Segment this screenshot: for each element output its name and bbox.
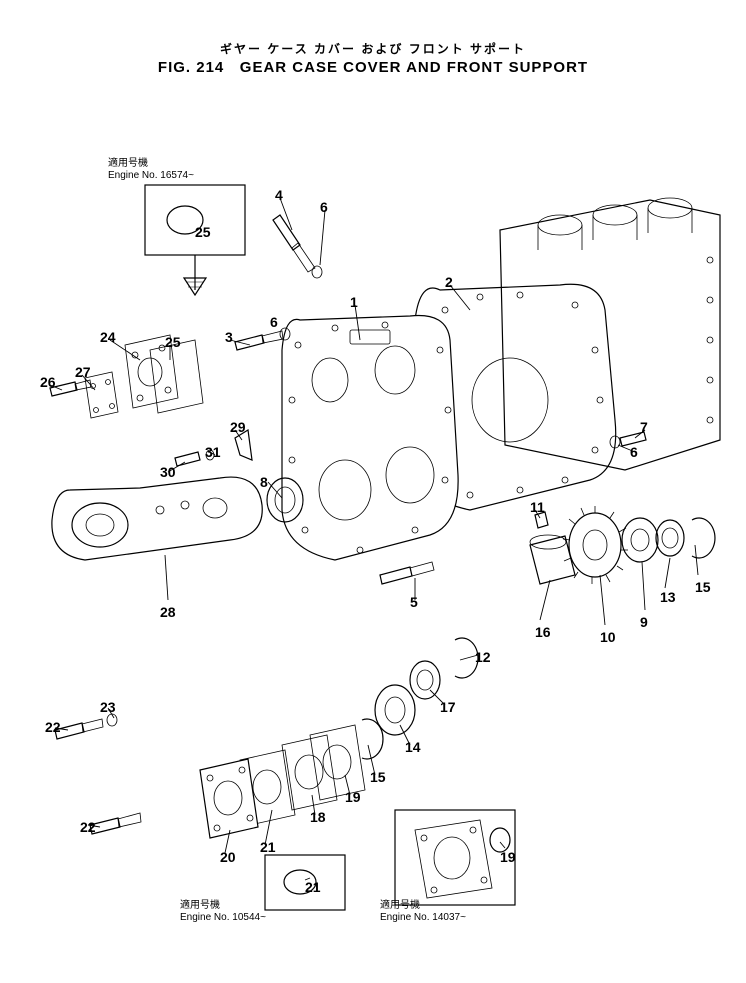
callout-11-18: 11 xyxy=(530,500,545,514)
callout-6-8: 6 xyxy=(270,315,278,329)
callout-28-24: 28 xyxy=(160,605,176,619)
callout-16-19: 16 xyxy=(535,625,551,639)
callout-15-28: 15 xyxy=(370,770,386,784)
side-cover-plate xyxy=(125,335,203,413)
callout-25-0: 25 xyxy=(195,225,211,239)
callout-31-12: 31 xyxy=(205,445,221,459)
callout-27-9: 27 xyxy=(75,365,91,379)
callout-24-6: 24 xyxy=(100,330,116,344)
callout-19-37: 19 xyxy=(500,850,516,864)
callout-22-33: 22 xyxy=(45,720,61,734)
callout-18-30: 18 xyxy=(310,810,326,824)
callout-12-25: 12 xyxy=(475,650,491,664)
callout-8-14: 8 xyxy=(260,475,268,489)
callout-14-27: 14 xyxy=(405,740,421,754)
callout-21-36: 21 xyxy=(305,880,321,894)
callout-2-4: 2 xyxy=(445,275,453,289)
callout-20-32: 20 xyxy=(220,850,236,864)
callout-25-5: 25 xyxy=(165,335,181,349)
inset-box-19 xyxy=(395,810,515,905)
bolt-4 xyxy=(273,215,322,278)
callout-9-21: 9 xyxy=(640,615,648,629)
callout-10-20: 10 xyxy=(600,630,616,644)
bolt-22-upper xyxy=(55,714,117,739)
callout-29-11: 29 xyxy=(230,420,246,434)
callout-5-17: 5 xyxy=(410,595,418,609)
note-en-1: Engine No. 10544~ xyxy=(180,912,266,924)
lower-stack xyxy=(200,638,478,838)
callout-22-35: 22 xyxy=(80,820,96,834)
callout-7-15: 7 xyxy=(640,420,648,434)
callout-1-3: 1 xyxy=(350,295,358,309)
note-en-2: Engine No. 14037~ xyxy=(380,912,466,924)
callout-13-22: 13 xyxy=(660,590,676,604)
callout-30-13: 30 xyxy=(160,465,176,479)
callout-6-2: 6 xyxy=(320,200,328,214)
note-en-0: Engine No. 16574~ xyxy=(108,170,194,182)
callout-19-29: 19 xyxy=(345,790,361,804)
note-jp-2: 適用号機 xyxy=(380,900,420,912)
callout-21-31: 21 xyxy=(260,840,276,854)
callout-3-7: 3 xyxy=(225,330,233,344)
bolt-22-lower xyxy=(90,813,141,834)
gear-case-cover xyxy=(282,316,458,561)
callout-4-1: 4 xyxy=(275,188,283,202)
callout-23-34: 23 xyxy=(100,700,116,714)
callout-15-23: 15 xyxy=(695,580,711,594)
bolt-5 xyxy=(380,562,434,584)
callout-17-26: 17 xyxy=(440,700,456,714)
page: ギヤー ケース カバー および フロント サポート FIG. 214 GEAR … xyxy=(0,0,746,983)
note-jp-0: 適用号機 xyxy=(108,158,148,170)
idler-gear-assembly xyxy=(530,506,715,584)
engine-block-outline xyxy=(500,198,720,470)
front-support xyxy=(52,477,262,560)
note-jp-1: 適用号機 xyxy=(180,900,220,912)
inset-box-25 xyxy=(145,185,245,295)
callout-6-16: 6 xyxy=(630,445,638,459)
callout-26-10: 26 xyxy=(40,375,56,389)
exploded-diagram xyxy=(0,0,746,983)
